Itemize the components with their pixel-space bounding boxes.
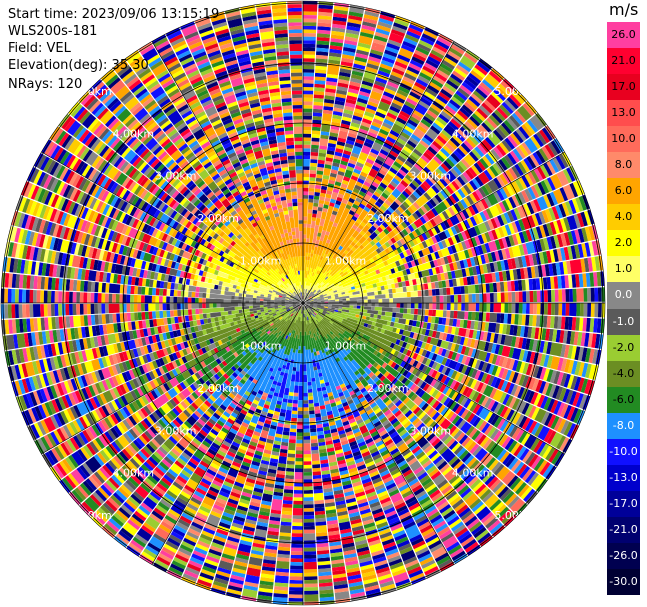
colorbar-label: -13.0 [609,470,638,484]
colorbar-label: -6.0 [612,392,635,406]
colorbar-swatch [607,48,640,75]
colorbar-label: -1.0 [612,314,635,328]
colorbar-swatch [607,464,640,492]
range-ring-label: 5.00km [70,85,112,98]
velocity-gates [17,1,606,593]
colorbar: 26.0 21.0 17.0 13.0 10.0 8.0 6.0 4.0 2.0 1.0 0.0 -1… [607,22,640,596]
range-ring-label: 3.00km [155,424,197,437]
header-info: Start time: 2023/09/06 13:15:19 WLS200s-… [8,6,219,93]
colorbar-swatch [607,438,640,466]
range-ring-label: 2.00km [197,382,239,395]
range-ring-label: 2.00km [367,382,409,395]
colorbar-swatch [607,22,640,49]
colorbar-swatch [607,308,640,336]
range-ring [242,242,364,364]
velocity-gates [4,11,605,601]
colorbar-label: -4.0 [612,366,635,380]
nrays-label: NRays: 120 [8,77,83,92]
colorbar-swatch [607,490,640,518]
colorbar-label: -10.0 [609,444,638,458]
colorbar-swatch [607,152,640,179]
range-ring-label: 1.00km [325,339,367,352]
range-ring-label: 4.00km [452,127,494,140]
colorbar-swatch [607,334,640,362]
start-time-label: Start time: 2023/09/06 13:15:19 [8,7,220,22]
colorbar-label: 21.0 [611,54,636,68]
range-ring-label: 3.00km [409,170,451,183]
colorbar-label: -26.0 [609,548,638,562]
colorbar-unit: m/s [609,0,639,19]
outer-boundary [0,0,606,606]
colorbar-swatch [607,256,640,283]
range-ring-label: 1.00km [325,255,367,268]
range-ring-label: 3.00km [155,170,197,183]
range-ring-label: 5.00km [494,509,536,522]
range-ring [122,122,484,484]
range-ring-label: 2.00km [367,212,409,225]
colorbar-label: 0.0 [614,288,633,302]
colorbar-swatch [607,568,640,596]
range-ring-label: 5.00km [70,509,112,522]
colorbar-label: 2.0 [614,236,633,250]
velocity-gates [1,1,602,605]
colorbar-swatch [607,386,640,414]
range-ring-label: 4.00km [452,467,494,480]
colorbar-label: 1.0 [614,262,633,276]
instrument-label: WLS200s-181 [8,24,98,39]
colorbar-swatch [607,516,640,544]
colorbar-label: -8.0 [612,418,635,432]
colorbar-label: -21.0 [609,522,638,536]
range-ring-label: 4.00km [113,127,155,140]
range-ring [2,2,604,604]
colorbar-label: 4.0 [614,210,633,224]
colorbar-swatch [607,230,640,257]
colorbar-label: 13.0 [611,106,636,120]
velocity-gates [8,1,593,604]
velocity-gates [11,6,602,605]
colorbar-swatch [607,178,640,205]
range-ring-label: 2.00km [197,212,239,225]
field-label: Field: VEL [8,41,71,56]
colorbar-label: 6.0 [614,184,633,198]
range-ring-label: 3.00km [409,424,451,437]
range-ring-label: 4.00km [113,467,155,480]
colorbar-label: -17.0 [609,496,638,510]
colorbar-swatch [607,542,640,570]
colorbar-label: 8.0 [614,158,633,172]
colorbar-label: 26.0 [611,28,636,42]
colorbar-label: -30.0 [609,574,638,588]
colorbar-label: 17.0 [611,80,636,94]
colorbar-swatch [607,126,640,153]
colorbar-swatch [607,360,640,388]
colorbar-swatch [607,204,640,231]
range-ring [62,62,544,544]
colorbar-label: 10.0 [611,132,636,146]
velocity-gates [11,18,601,606]
azimuth-spoke [151,41,455,565]
range-ring-label: 1.00km [240,339,282,352]
range-ring-label: 5.00km [494,85,536,98]
colorbar-swatch [607,74,640,101]
elevation-label: Elevation(deg): 35.30 [8,58,149,73]
colorbar-swatch [607,282,640,309]
colorbar-label: -2.0 [612,340,635,354]
range-ring [182,182,424,424]
colorbar-swatch [607,412,640,440]
range-ring-label: 1.00km [240,255,282,268]
colorbar-swatch [607,100,640,127]
